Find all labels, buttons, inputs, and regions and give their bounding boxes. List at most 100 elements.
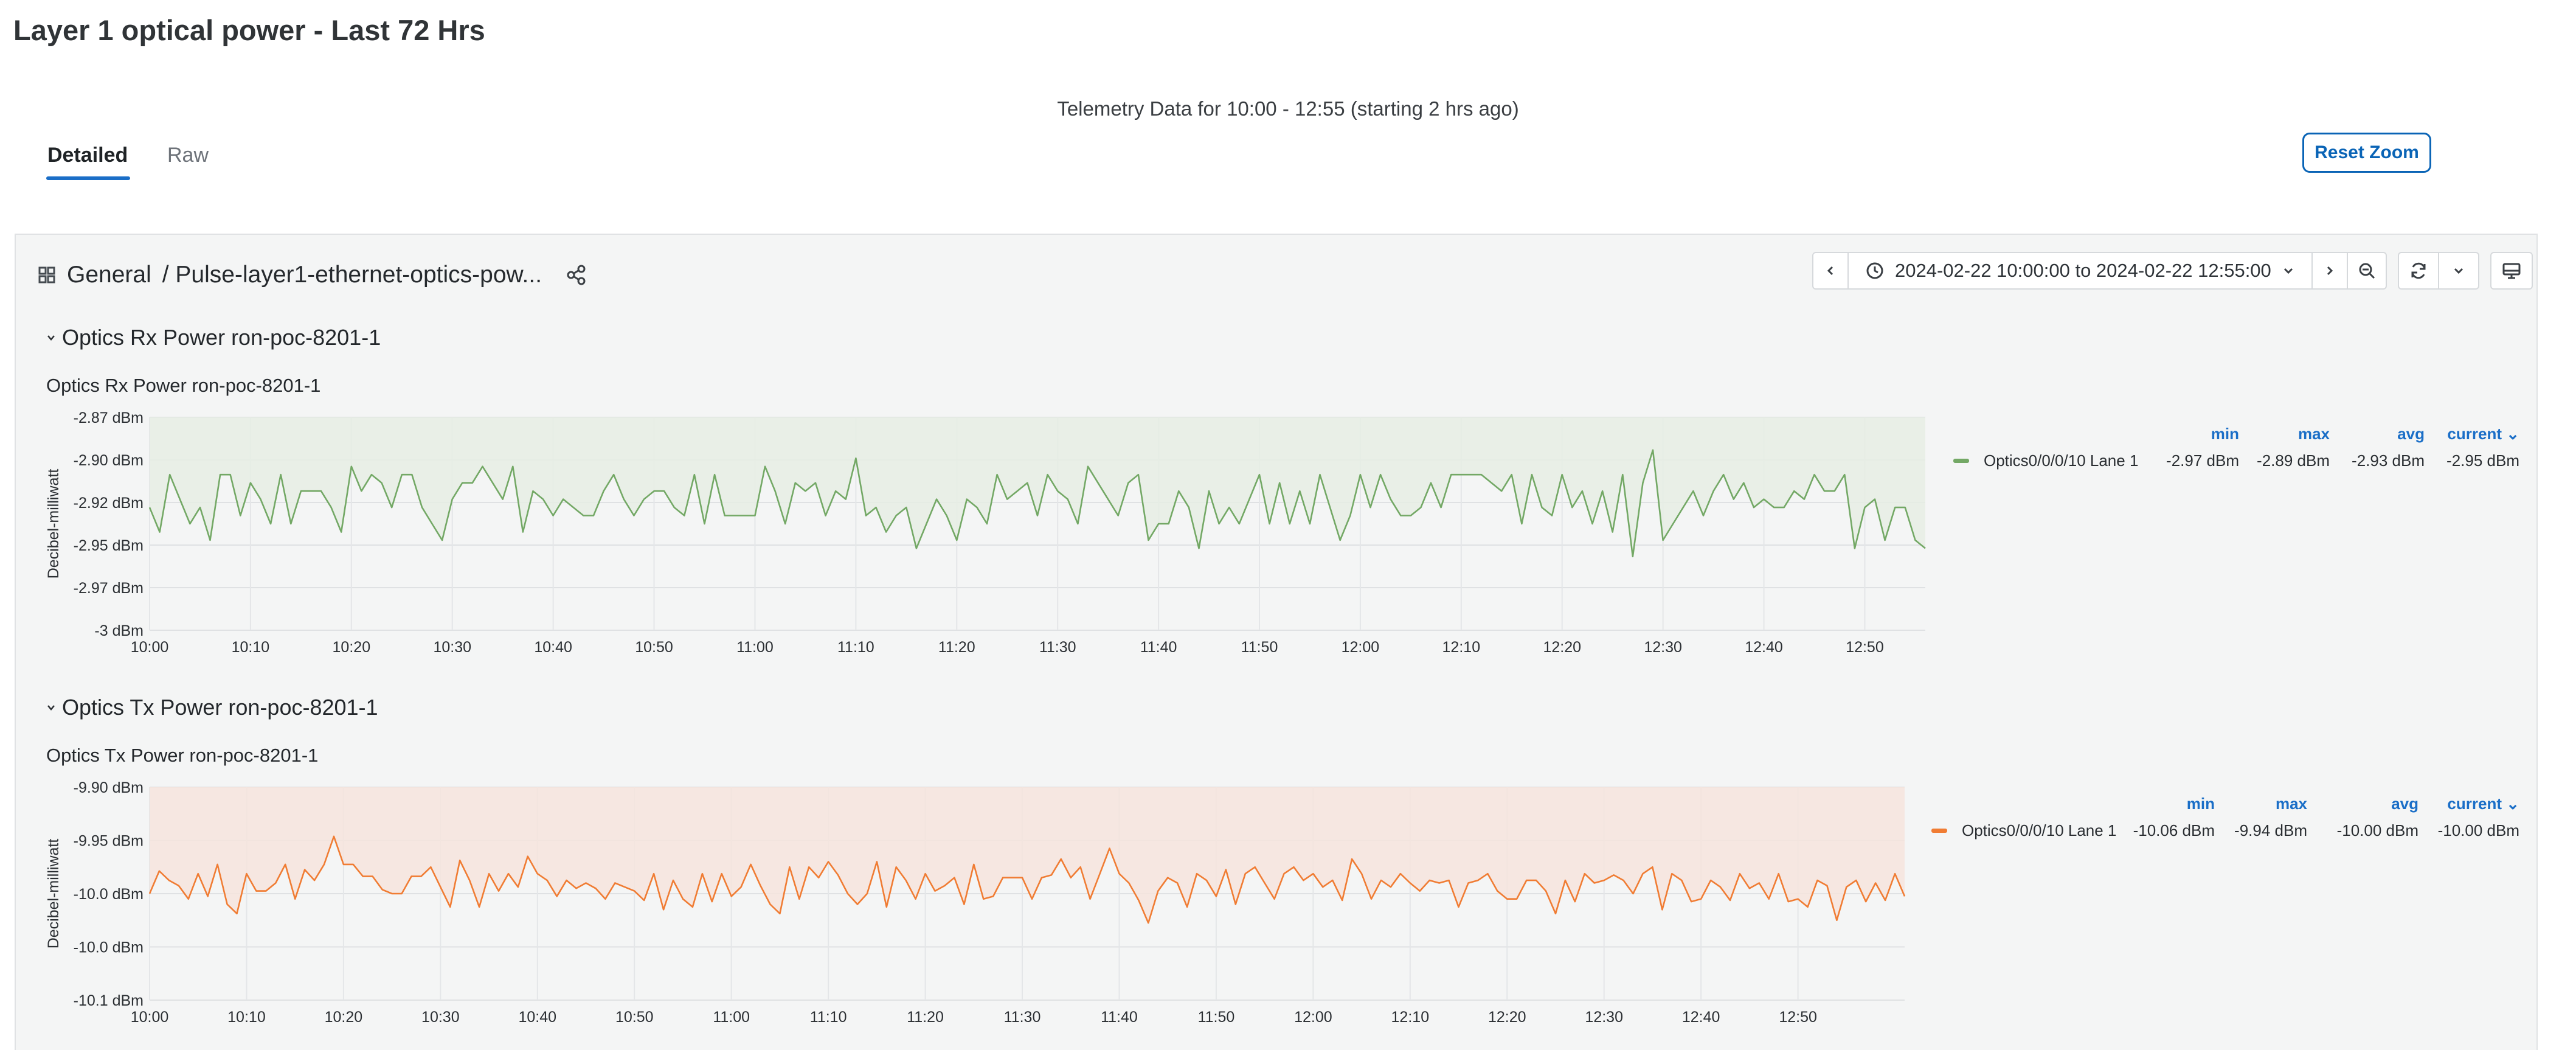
tv-icon[interactable] <box>2491 253 2532 288</box>
data-point <box>1031 898 1033 900</box>
legend-header-avg[interactable]: avg <box>2391 794 2418 813</box>
data-point <box>996 473 999 476</box>
dashboard-breadcrumb[interactable]: / Pulse-layer1-ethernet-optics-pow... <box>162 262 542 288</box>
row-header-tx-power[interactable]: Optics Tx Power ron-poc-8201-1 <box>46 695 378 720</box>
data-point <box>1067 498 1069 501</box>
data-point <box>236 913 238 915</box>
data-point <box>1438 882 1441 885</box>
data-point <box>672 879 674 881</box>
share-icon[interactable] <box>566 265 587 285</box>
data-point <box>216 863 219 866</box>
data-point <box>1312 872 1314 875</box>
data-point <box>1733 498 1735 501</box>
data-point <box>704 523 706 525</box>
legend-header-max[interactable]: max <box>2297 425 2330 443</box>
tab-detailed[interactable]: Detailed <box>46 144 131 180</box>
data-point <box>701 872 704 875</box>
x-tick-label: 12:20 <box>1543 639 1581 656</box>
data-point <box>189 523 191 525</box>
data-point <box>420 875 422 878</box>
x-tick-label: 11:10 <box>837 639 874 656</box>
legend-header-current[interactable]: current ⌄ <box>2447 425 2519 443</box>
refresh-icon[interactable] <box>2399 253 2439 288</box>
chevron-down-icon <box>46 703 56 712</box>
data-point <box>724 515 726 517</box>
data-point <box>1309 523 1311 525</box>
data-point <box>946 515 948 517</box>
data-point <box>410 473 413 476</box>
data-point <box>1016 490 1019 492</box>
time-range-picker[interactable]: 2024-02-22 10:00:00 to 2024-02-22 12:55:… <box>1849 253 2313 288</box>
data-point <box>1584 872 1586 875</box>
tab-raw[interactable]: Raw <box>167 144 209 167</box>
x-tick-label: 12:00 <box>1294 1009 1332 1026</box>
data-point <box>159 530 161 533</box>
data-point <box>1339 539 1342 541</box>
data-point <box>1390 886 1392 888</box>
rx-power-chart[interactable]: -2.87 dBm -2.90 dBm -2.92 dBm -2.95 dBm -2.9… <box>16 409 1956 670</box>
data-point <box>1874 882 1877 885</box>
data-point <box>1379 473 1382 476</box>
y-tick-label: -2.92 dBm <box>74 495 144 512</box>
refresh-interval-dropdown[interactable] <box>2439 253 2478 288</box>
dashboard-folder[interactable]: General <box>67 262 151 288</box>
legend-header-avg[interactable]: avg <box>2397 425 2425 443</box>
clock-icon <box>1866 262 1884 280</box>
x-tick-label: 12:40 <box>1682 1009 1720 1026</box>
data-point <box>804 490 806 492</box>
data-point <box>673 506 676 509</box>
data-point <box>1904 506 1906 509</box>
data-point <box>449 906 451 908</box>
tx-power-chart[interactable]: -9.90 dBm -9.95 dBm -10.0 dBm -10.0 dBm -10.… <box>16 779 1937 1040</box>
data-point <box>1070 877 1072 879</box>
data-point <box>269 523 272 525</box>
data-point <box>507 872 510 875</box>
legend-header-min[interactable]: min <box>2211 425 2239 443</box>
data-point <box>421 506 423 509</box>
data-point <box>1729 899 1731 902</box>
data-point <box>1234 903 1237 906</box>
zoom-out-icon[interactable] <box>2348 253 2386 288</box>
data-point <box>1006 498 1008 501</box>
data-point <box>1319 473 1321 476</box>
data-point <box>1593 882 1596 885</box>
reset-zoom-button[interactable]: Reset Zoom <box>2302 133 2431 173</box>
series-line[interactable] <box>148 835 1906 924</box>
data-point <box>255 890 257 892</box>
data-point <box>1748 887 1751 889</box>
data-point <box>1218 523 1220 525</box>
data-point <box>683 515 685 517</box>
data-point <box>895 515 898 517</box>
data-point <box>552 515 555 517</box>
legend-series[interactable]: Optics0/0/0/10 Lane 1 <box>1931 821 2116 840</box>
row-header-rx-power[interactable]: Optics Rx Power ron-poc-8201-1 <box>46 325 381 350</box>
legend-series-name: Optics0/0/0/10 Lane 1 <box>1962 821 2117 840</box>
data-point <box>517 886 519 888</box>
chevron-left-icon[interactable] <box>1813 253 1849 288</box>
data-point <box>1641 872 1644 875</box>
data-point <box>1787 900 1790 903</box>
data-point <box>229 473 232 476</box>
data-point <box>1545 890 1547 892</box>
data-point <box>1486 872 1489 875</box>
data-point <box>1480 473 1483 476</box>
data-point <box>1768 898 1770 900</box>
data-point <box>1884 899 1886 902</box>
legend-series[interactable]: Optics0/0/0/10 Lane 1 <box>1953 451 2138 470</box>
x-tick-label: 11:40 <box>1140 639 1177 656</box>
data-point <box>633 890 635 892</box>
data-point <box>1778 872 1780 875</box>
chevron-right-icon[interactable] <box>2313 253 2348 288</box>
data-point <box>1460 473 1463 476</box>
data-point <box>1758 882 1761 885</box>
data-point <box>1692 490 1694 492</box>
data-point <box>320 490 322 492</box>
data-point <box>953 877 955 879</box>
data-point <box>1289 523 1291 525</box>
data-point <box>1157 523 1160 525</box>
series-line[interactable] <box>148 449 1926 558</box>
data-point <box>1661 908 1663 911</box>
legend-header-current[interactable]: current ⌄ <box>2447 794 2519 813</box>
legend-header-max[interactable]: max <box>2275 794 2307 813</box>
legend-header-min[interactable]: min <box>2186 794 2215 813</box>
